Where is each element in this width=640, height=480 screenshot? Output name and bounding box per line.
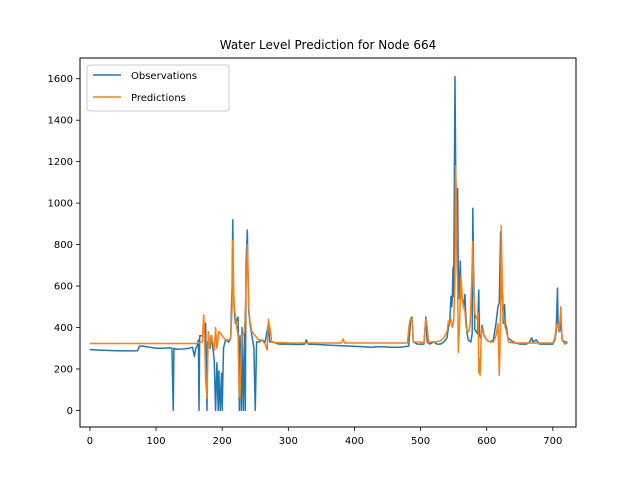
x-tick-label: 0 [87,436,93,447]
x-tick-label: 300 [279,436,298,447]
y-tick-label: 400 [54,323,73,334]
y-tick-label: 0 [67,406,73,417]
series-layer [89,75,568,412]
y-tick-label: 600 [54,282,73,293]
y-tick-label: 1400 [48,116,73,127]
x-tick-label: 600 [477,436,496,447]
legend: Observations Predictions [86,64,230,112]
x-tick-label: 400 [345,436,364,447]
x-tick-label: 200 [213,436,232,447]
x-axis: 0 100 200 300 400 500 600 700 [87,427,562,447]
y-tick-label: 1200 [48,157,73,168]
y-tick-label: 200 [54,364,73,375]
y-tick-label: 800 [54,240,73,251]
y-axis: 0 200 400 600 800 1000 1200 1400 1600 [48,74,80,417]
x-tick-label: 500 [411,436,430,447]
x-tick-label: 100 [147,436,166,447]
chart-title: Water Level Prediction for Node 664 [220,38,437,52]
plot-frame [79,57,577,428]
legend-label-observations: Observations [131,71,197,82]
series-line-predictions [89,165,568,399]
legend-box [86,64,230,112]
y-tick-label: 1000 [48,199,73,210]
legend-label-predictions: Predictions [131,93,186,104]
y-tick-label: 1600 [48,74,73,85]
x-tick-label: 700 [543,436,562,447]
